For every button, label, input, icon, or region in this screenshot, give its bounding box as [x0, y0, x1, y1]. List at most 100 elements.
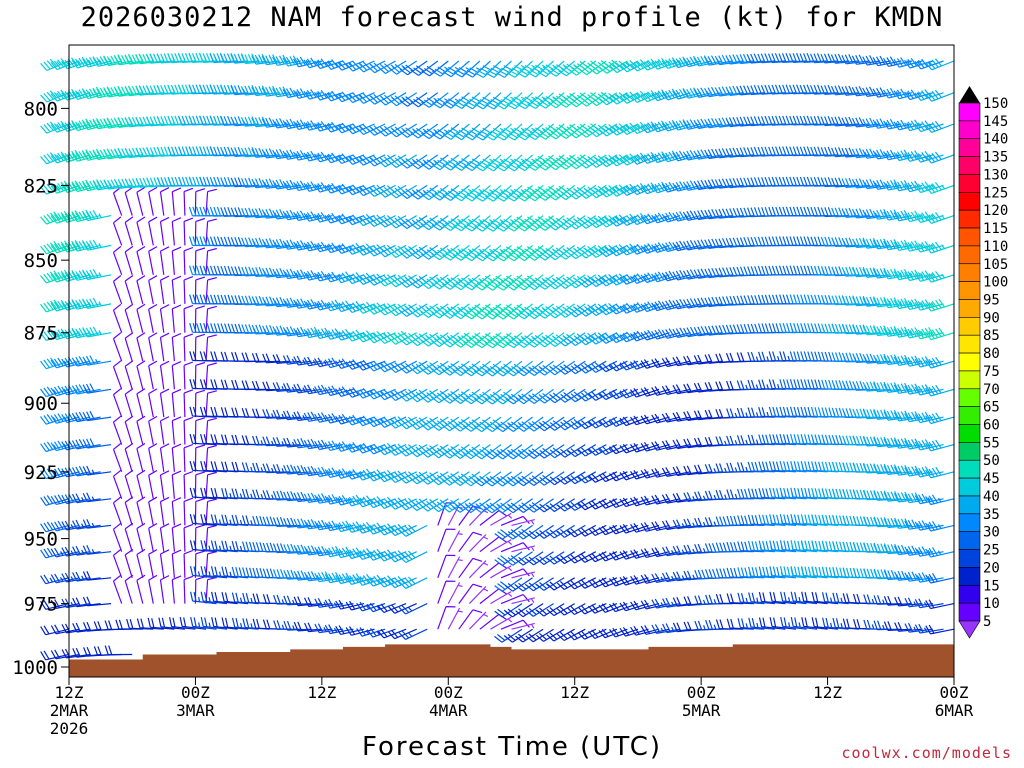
wind-barb [40, 547, 70, 559]
colorbar-swatch [958, 227, 981, 247]
wind-barb [398, 444, 428, 457]
wind-barb [873, 490, 902, 501]
wind-barb [366, 302, 396, 315]
wind-barb [473, 444, 502, 460]
wind-barb [292, 150, 323, 161]
wind-barb [904, 465, 934, 477]
wind-barb [537, 123, 565, 140]
wind-barb [893, 464, 923, 476]
wind-barb [452, 360, 481, 377]
wind-barb [704, 55, 733, 66]
wind-barb [441, 416, 470, 432]
wind-barb [515, 628, 544, 643]
wind-barb [114, 53, 143, 66]
colorbar-label: 10 [983, 596, 1000, 612]
wind-barb [71, 439, 101, 450]
wind-barb [124, 415, 134, 445]
wind-barb [536, 332, 565, 348]
wind-barb [925, 58, 955, 71]
wind-barb [547, 92, 576, 109]
colorbar-label: 145 [983, 114, 1008, 130]
wind-barb [567, 471, 597, 485]
wind-barb [71, 88, 101, 100]
wind-barb [159, 275, 170, 304]
wind-barb [779, 540, 807, 553]
wind-barb [388, 274, 417, 288]
wind-barb [293, 210, 323, 221]
wind-barb [925, 212, 955, 224]
wind-barb [112, 186, 123, 216]
wind-barb [925, 520, 955, 532]
wind-barb [431, 92, 460, 109]
wind-barb [862, 296, 891, 307]
colorbar-swatch [958, 334, 981, 354]
wind-barb [388, 497, 417, 510]
wind-barb [863, 594, 891, 605]
wind-barb [546, 416, 576, 431]
wind-barb [159, 549, 170, 578]
wind-barb [682, 87, 712, 99]
wind-barb [324, 598, 354, 609]
wind-barb [103, 147, 133, 160]
credit-link[interactable]: coolwx.com/models [841, 744, 1012, 762]
colorbar-swatch [958, 513, 981, 532]
wind-barb [398, 416, 428, 430]
wind-barb [420, 215, 449, 231]
wind-barb [505, 303, 533, 320]
wind-barb [159, 575, 170, 604]
wind-barb [293, 298, 323, 309]
wind-barb [452, 244, 481, 261]
wind-barb [200, 487, 228, 500]
wind-barb [399, 244, 428, 259]
wind-barb [169, 617, 196, 630]
wind-barb [377, 303, 407, 316]
wind-barb [505, 471, 533, 487]
wind-barb [283, 464, 312, 475]
wind-barb [324, 520, 354, 532]
wind-barb [500, 542, 530, 553]
wind-barb [525, 551, 554, 566]
y-tick-label: 975 [24, 594, 58, 616]
wind-barb [852, 266, 881, 278]
colorbar-label: 50 [983, 453, 1000, 469]
wind-barb [537, 215, 565, 231]
wind-barb [693, 149, 723, 160]
wind-barb [748, 592, 775, 605]
wind-barb [136, 388, 146, 418]
wind-barb [136, 469, 146, 499]
wind-barb [71, 466, 101, 477]
wind-barb [737, 567, 765, 579]
wind-barb [200, 591, 228, 605]
wind-barb [463, 184, 491, 202]
wind-barb [515, 577, 544, 592]
wind-barb [672, 269, 702, 281]
y-tick-label: 875 [24, 323, 58, 345]
wind-barb [893, 354, 923, 366]
wind-barb [366, 244, 396, 257]
wind-barb [578, 215, 607, 229]
wind-barb [388, 215, 418, 229]
wind-barb [261, 267, 291, 278]
wind-barb [194, 497, 206, 526]
wind-barb [588, 244, 618, 258]
wind-barb [399, 332, 428, 346]
wind-barb [505, 332, 533, 349]
wind-barb [303, 356, 333, 367]
wind-barb [578, 303, 607, 317]
y-tick-label: 850 [24, 250, 58, 272]
wind-barb [883, 382, 912, 393]
wind-barb [205, 471, 217, 499]
wind-barb [61, 384, 91, 396]
wind-barb [925, 327, 955, 341]
wind-barb [124, 469, 134, 499]
wind-barb [725, 54, 754, 65]
wind-barb [557, 332, 586, 347]
wind-barb [536, 303, 565, 319]
colorbar-swatch [958, 406, 981, 425]
wind-barb [240, 116, 270, 127]
wind-barb [925, 241, 955, 254]
wind-barb [737, 592, 765, 605]
wind-barb [388, 388, 417, 402]
wind-barb [262, 516, 291, 527]
wind-barb [463, 244, 491, 262]
